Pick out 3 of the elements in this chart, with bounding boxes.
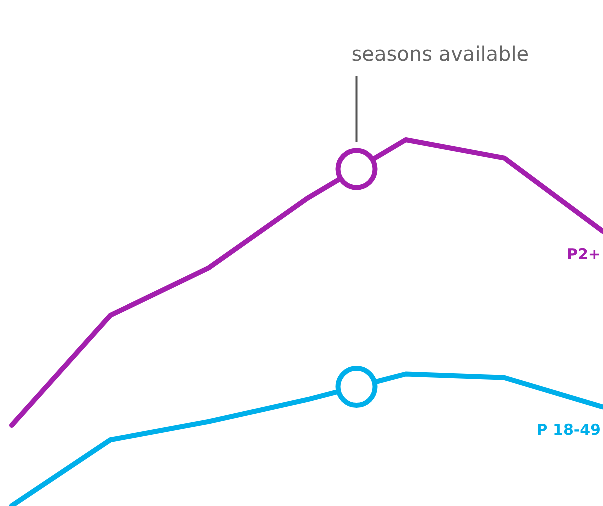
text: seasons available: [352, 42, 530, 66]
series-label: P2+: [567, 246, 601, 264]
series-label: P 18-49: [536, 421, 601, 440]
